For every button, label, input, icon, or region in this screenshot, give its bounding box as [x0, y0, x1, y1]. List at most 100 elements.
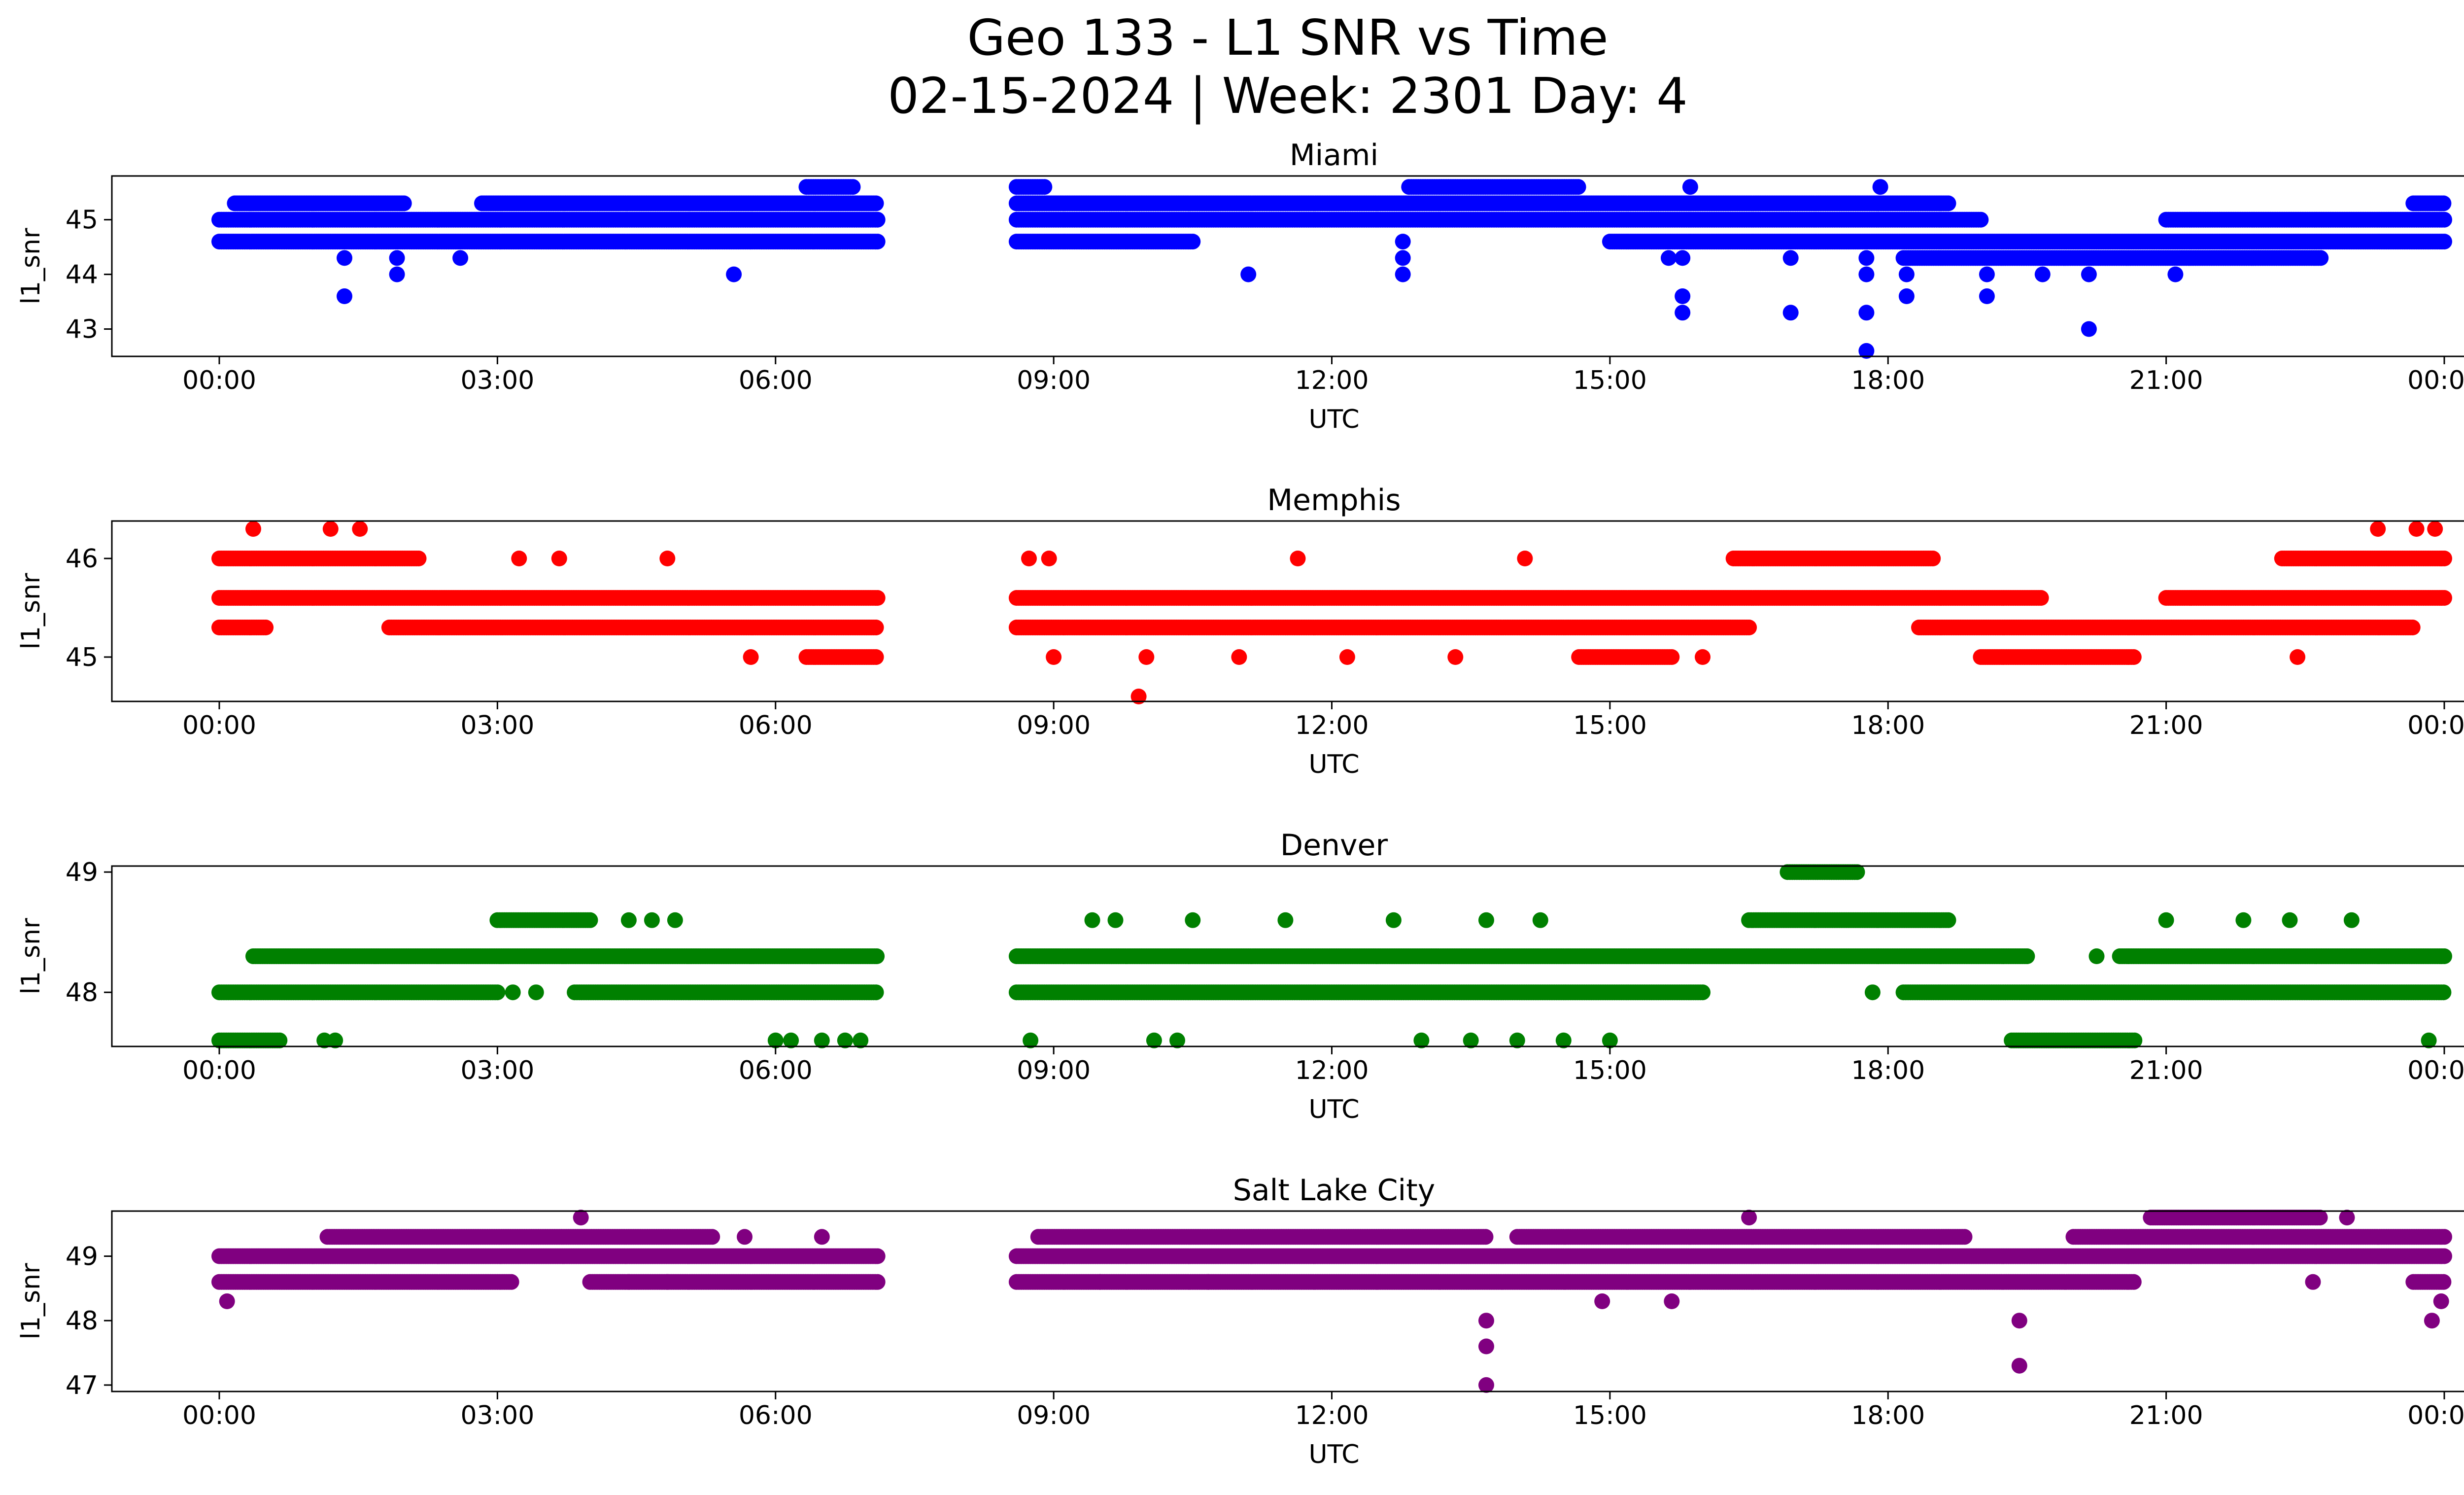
data-point: [322, 521, 339, 537]
x-axis-label: UTC: [1308, 405, 1359, 434]
data-point: [2167, 266, 2184, 282]
data-points: [211, 179, 2452, 359]
data-point: [2436, 211, 2452, 228]
x-tick-label: 03:00: [460, 366, 534, 395]
data-point: [1979, 266, 1995, 282]
data-point: [1570, 179, 1586, 195]
y-axis-label: l1_snr: [16, 228, 46, 305]
data-point: [2081, 266, 2097, 282]
data-point: [1185, 234, 1201, 250]
data-point: [1240, 266, 1257, 282]
figure-title-line-1: Geo 133 - L1 SNR vs Time: [967, 9, 1608, 67]
data-point: [1858, 250, 1875, 266]
subplot-title: Memphis: [1267, 483, 1401, 518]
data-point: [1682, 179, 1698, 195]
data-point: [1661, 250, 1677, 266]
x-tick-label: 15:00: [1573, 711, 1647, 740]
data-point: [389, 250, 405, 266]
data-point: [489, 984, 506, 1001]
x-tick-label: 21:00: [2129, 711, 2203, 740]
data-point: [2404, 620, 2421, 635]
x-tick-label: 09:00: [1017, 366, 1091, 395]
data-point: [1036, 179, 1053, 195]
data-point: [869, 211, 886, 228]
data-point: [868, 620, 884, 635]
data-point: [396, 195, 412, 211]
data-point: [1395, 266, 1411, 282]
data-point: [337, 250, 352, 266]
axes-frame: [111, 520, 2464, 702]
data-point: [1858, 266, 1875, 282]
y-axis-label: l1_snr: [16, 573, 46, 650]
x-tick-label: 00:00: [182, 711, 256, 740]
data-point: [411, 551, 427, 566]
x-tick-label: 09:00: [1017, 711, 1091, 740]
data-point: [2408, 521, 2425, 537]
data-point: [743, 649, 759, 665]
data-point: [2427, 521, 2443, 537]
data-point: [1858, 305, 1875, 321]
data-point: [2435, 195, 2452, 211]
data-point: [1231, 649, 1247, 665]
x-tick-label: 18:00: [1851, 366, 1925, 395]
x-tick-label: 03:00: [460, 711, 534, 740]
data-point: [1290, 551, 1306, 566]
data-point: [1940, 195, 1956, 211]
data-point: [1675, 305, 1691, 321]
data-points: [211, 521, 2452, 704]
y-tick-label: 46: [66, 544, 98, 574]
x-tick-label: 18:00: [1851, 711, 1925, 740]
data-point: [1979, 288, 1995, 304]
y-tick-label: 45: [66, 206, 98, 235]
data-point: [2033, 590, 2049, 606]
data-point: [1925, 551, 1941, 566]
data-point: [659, 551, 676, 566]
data-point: [1395, 250, 1411, 266]
data-point: [245, 521, 261, 537]
figure-title-line-2: 02-15-2024 | Week: 2301 Day: 4: [888, 67, 1688, 125]
data-point: [1395, 234, 1411, 250]
data-point: [1782, 250, 1799, 266]
data-point: [511, 551, 527, 566]
data-point: [389, 266, 405, 282]
data-point: [1664, 649, 1680, 665]
x-axis-label: UTC: [1308, 750, 1359, 779]
x-tick-label: 12:00: [1295, 366, 1369, 395]
data-point: [1675, 288, 1691, 304]
data-point: [845, 179, 861, 195]
x-tick-label: 06:00: [739, 711, 813, 740]
x-tick-label: 21:00: [2129, 366, 2203, 395]
data-point: [2436, 590, 2452, 606]
data-point: [1695, 649, 1711, 665]
figure-title: Geo 133 - L1 SNR vs Time 02-15-2024 | We…: [0, 9, 2464, 125]
data-point: [868, 195, 884, 211]
data-point: [1046, 649, 1062, 665]
data-point: [551, 551, 567, 566]
data-point: [2436, 551, 2452, 566]
data-point: [2125, 649, 2142, 665]
x-tick-label: 00:00: [182, 366, 256, 395]
data-point: [2290, 649, 2306, 665]
data-point: [1675, 250, 1691, 266]
data-point: [1898, 266, 1915, 282]
data-point: [1339, 649, 1355, 665]
data-point: [726, 266, 742, 282]
data-point: [868, 649, 884, 665]
x-tick-label: 06:00: [739, 366, 813, 395]
subplot-memphis: Memphis 00:00 03:00 06:00 09:00 12:00 15:00 18:…: [16, 483, 2464, 779]
data-point: [452, 250, 469, 266]
x-tick-label: 00:00: [2407, 366, 2464, 395]
data-point: [2436, 234, 2452, 250]
data-point: [2370, 521, 2386, 537]
data-point: [869, 234, 886, 250]
data-point: [337, 288, 352, 304]
y-tick-label: 43: [66, 315, 98, 345]
data-point: [1138, 649, 1155, 665]
data-point: [869, 590, 886, 606]
data-point: [352, 521, 368, 537]
data-point: [1898, 288, 1915, 304]
x-tick-label: 12:00: [1295, 711, 1369, 740]
subplot-title: Denver: [1280, 828, 1388, 863]
